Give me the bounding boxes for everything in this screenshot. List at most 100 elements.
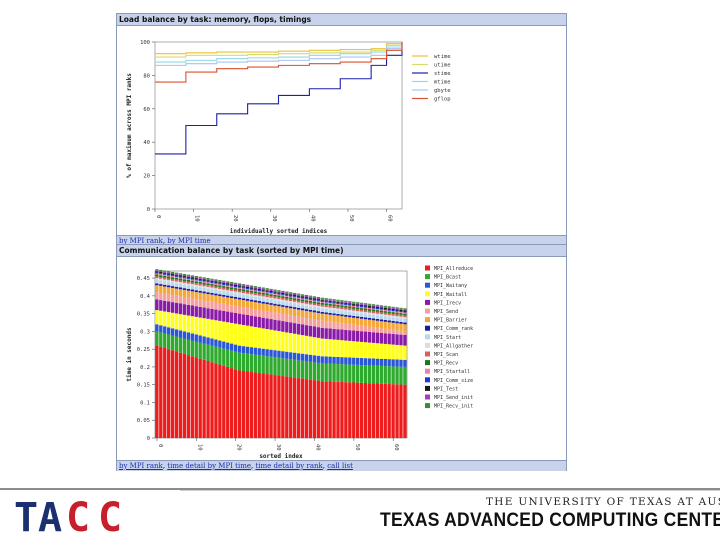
- bar-segment-MPI_Waitall: [391, 344, 395, 360]
- bar-segment-MPI_Irecv: [316, 327, 320, 338]
- bar-segment-MPI_Allgather: [253, 295, 257, 297]
- bar-segment-MPI_Comm_rank: [395, 321, 399, 324]
- link-time-detail-mpi-time[interactable]: time detail by MPI time: [167, 462, 251, 470]
- bar-segment-MPI_Send_init: [348, 302, 352, 304]
- bar-segment-MPI_Send: [328, 321, 332, 329]
- link-call-list[interactable]: call list: [327, 462, 353, 470]
- y-tick-label: 0.1: [140, 400, 150, 406]
- bar-segment-MPI_Send: [245, 307, 250, 315]
- bar-segment-MPI_Irecv: [379, 332, 383, 344]
- bar-segment-MPI_Start: [163, 281, 167, 285]
- bar-segment-MPI_Allreduce: [293, 377, 297, 438]
- bar-segment-MPI_Comm_size: [328, 301, 332, 303]
- bar-segment-MPI_Start: [363, 313, 368, 318]
- bar-segment-MPI_Comm_size: [174, 275, 179, 277]
- bar-segment-MPI_Irecv: [308, 325, 313, 337]
- link-time-detail-rank[interactable]: time detail by rank: [255, 462, 323, 470]
- x-tick-label: 10: [194, 215, 200, 222]
- link-by-mpi-time[interactable]: by MPI time: [167, 237, 211, 245]
- bar-segment-MPI_Allgather: [210, 287, 214, 290]
- bar-segment-MPI_Barrier: [249, 301, 254, 309]
- bar-segment-MPI_Allreduce: [308, 379, 313, 438]
- bar-segment-MPI_Waitall: [281, 331, 285, 352]
- bar-segment-MPI_Irecv: [269, 319, 273, 330]
- bar-segment-MPI_Waitany: [257, 348, 261, 356]
- svg-text:A: A: [38, 496, 62, 538]
- bar-segment-MPI_Send: [324, 321, 328, 329]
- bar-segment-MPI_Allreduce: [391, 384, 395, 438]
- bar-segment-MPI_Test: [273, 291, 277, 293]
- bar-segment-MPI_Test: [194, 278, 198, 280]
- bar-segment-MPI_Allreduce: [289, 377, 293, 438]
- bar-segment-MPI_Allreduce: [328, 381, 332, 438]
- bar-segment-MPI_Test: [316, 299, 320, 301]
- bar-segment-MPI_Startall: [206, 282, 210, 284]
- bar-segment-MPI_Recv: [308, 300, 313, 303]
- bar-segment-MPI_Send_init: [304, 296, 309, 298]
- bar-segment-MPI_Allreduce: [403, 384, 407, 438]
- bar-segment-MPI_Recv_init: [261, 287, 265, 289]
- link-by-mpi-rank-2[interactable]: by MPI rank: [119, 462, 163, 470]
- bar-segment-MPI_Startall: [316, 301, 320, 303]
- bar-segment-MPI_Allgather: [226, 290, 230, 293]
- bar-segment-MPI_Waitany: [202, 336, 206, 344]
- bar-segment-MPI_Comm_size: [316, 300, 320, 302]
- bar-segment-MPI_Comm_rank: [304, 309, 309, 311]
- bar-segment-MPI_Send: [174, 295, 179, 303]
- bar-segment-MPI_Allgather: [328, 307, 332, 310]
- bar-segment-MPI_Startall: [356, 306, 360, 308]
- legend-swatch-MPI_Start: [425, 334, 430, 340]
- bar-segment-MPI_Comm_rank: [285, 305, 289, 308]
- bar-segment-MPI_Irecv: [194, 306, 198, 317]
- link-by-mpi-rank[interactable]: by MPI rank: [119, 237, 163, 245]
- bar-segment-MPI_Bcast: [356, 364, 360, 383]
- bar-segment-MPI_Irecv: [296, 323, 301, 335]
- bar-segment-MPI_Comm_rank: [403, 322, 407, 325]
- bar-segment-MPI_Comm_size: [367, 306, 372, 309]
- bar-segment-MPI_Comm_rank: [163, 284, 167, 287]
- bar-segment-MPI_Waitall: [241, 324, 246, 347]
- bar-segment-MPI_Recv_init: [371, 304, 376, 306]
- bar-segment-MPI_Comm_size: [293, 296, 297, 298]
- bar-segment-MPI_Waitall: [363, 342, 368, 359]
- bar-segment-MPI_Irecv: [265, 318, 269, 330]
- bar-segment-MPI_Start: [308, 306, 313, 310]
- bar-segment-MPI_Recv: [218, 285, 222, 288]
- bar-segment-MPI_Recv: [222, 286, 226, 288]
- legend-swatch-MPI_Bcast: [425, 274, 430, 280]
- bar-segment-MPI_Allgather: [304, 303, 309, 306]
- bar-segment-MPI_Send_init: [399, 308, 403, 310]
- bar-segment-MPI_Irecv: [363, 331, 368, 343]
- bar-segment-MPI_Startall: [352, 305, 356, 308]
- bar-segment-MPI_Startall: [198, 280, 202, 282]
- bar-segment-MPI_Start: [324, 308, 328, 313]
- bar-segment-MPI_Comm_rank: [320, 311, 324, 314]
- bar-segment-MPI_Recv_init: [273, 289, 277, 291]
- bar-segment-MPI_Waitall: [289, 333, 293, 353]
- svg-text:C: C: [66, 496, 90, 538]
- y-tick-label: 0.4: [140, 294, 151, 300]
- bar-segment-MPI_Allgather: [356, 311, 360, 313]
- bar-segment-MPI_Irecv: [253, 316, 257, 328]
- bar-segment-MPI_Allgather: [237, 292, 242, 295]
- bar-segment-MPI_Recv: [391, 312, 395, 314]
- bar-segment-MPI_Comm_size: [395, 310, 399, 312]
- bar-segment-MPI_Allgather: [214, 288, 218, 291]
- bar-segment-MPI_Barrier: [356, 318, 360, 326]
- bar-segment-MPI_Send_init: [340, 301, 344, 303]
- bar-segment-MPI_Test: [167, 273, 171, 275]
- bar-segment-MPI_Barrier: [387, 322, 391, 330]
- bar-segment-MPI_Send: [249, 308, 254, 316]
- bar-segment-MPI_Test: [379, 307, 383, 309]
- bar-segment-MPI_Recv_init: [277, 290, 281, 292]
- bar-segment-MPI_Startall: [257, 291, 261, 293]
- bar-segment-MPI_Comm_size: [383, 308, 387, 311]
- bar-segment-MPI_Allreduce: [253, 372, 257, 438]
- bar-segment-MPI_Test: [277, 292, 281, 294]
- bar-segment-MPI_Recv: [159, 275, 163, 278]
- bar-segment-MPI_Scan: [237, 290, 242, 293]
- bar-segment-MPI_Recv: [245, 290, 250, 292]
- bar-segment-MPI_Start: [194, 286, 198, 291]
- bar-segment-MPI_Comm_size: [190, 278, 194, 280]
- bar-segment-MPI_Scan: [261, 294, 265, 297]
